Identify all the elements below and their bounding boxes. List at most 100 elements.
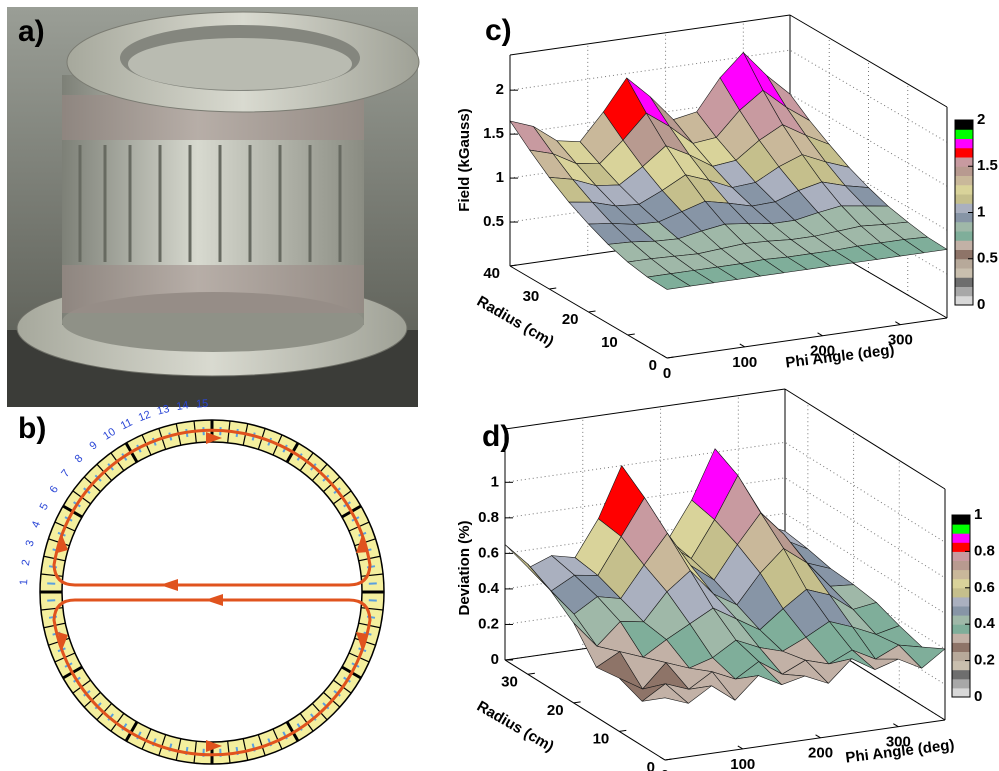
y-tick-label: 10 — [601, 334, 618, 351]
segment-label: 5 — [38, 501, 51, 512]
colorbar-swatch — [955, 138, 973, 149]
z-tick-label: 1 — [491, 473, 499, 490]
segment-label: 12 — [137, 409, 153, 425]
y-axis — [504, 659, 666, 761]
colorbar-swatch — [955, 175, 973, 186]
surface-cell — [646, 273, 692, 290]
box-edge — [789, 14, 948, 108]
segment-label: 14 — [176, 399, 190, 413]
y-tick-label: 30 — [501, 673, 518, 690]
colorbar-swatch — [955, 184, 973, 195]
tick-mark — [659, 756, 666, 761]
colorbar-swatch — [955, 166, 973, 176]
tick-mark — [573, 701, 581, 704]
colorbar-swatch — [955, 268, 973, 278]
y-tick-label: 10 — [593, 730, 610, 747]
z-axis-title: Deviation (%) — [456, 520, 473, 615]
surface-chart: 00.20.40.60.8101020300100200300d)Deviati… — [456, 388, 996, 771]
segment-divider — [242, 738, 249, 761]
panel-label: b) — [18, 412, 46, 445]
colorbar-swatch — [952, 606, 970, 616]
y-tick-label: 40 — [483, 265, 500, 282]
segment-label: 15 — [196, 398, 209, 411]
y-tick-label: 30 — [523, 288, 540, 305]
z-tick-label: 0 — [491, 651, 499, 668]
x-tick-label: 200 — [808, 745, 833, 762]
z-tick-label: 0.8 — [478, 509, 499, 526]
segment-label: 11 — [119, 416, 135, 432]
x-tick-label: 300 — [886, 734, 911, 751]
tick-mark — [893, 723, 899, 728]
colorbar-swatch — [955, 221, 973, 232]
colorbar-swatch — [955, 286, 973, 297]
segment-divider — [361, 607, 384, 611]
tick-mark — [619, 729, 627, 732]
segment-divider — [40, 607, 63, 611]
box-edge — [504, 388, 786, 430]
colorbar-swatch — [952, 578, 970, 589]
segment-label: 2 — [20, 559, 33, 567]
colorbar-swatch — [952, 596, 970, 607]
arrows — [57, 432, 368, 752]
grid-line — [509, 137, 948, 231]
tick-mark — [666, 356, 675, 359]
z-tick-label: 1.5 — [483, 125, 504, 142]
y-tick-label: 0 — [647, 759, 655, 771]
colorbar-swatch — [952, 587, 970, 598]
segment-divider — [227, 741, 231, 764]
colorbar-swatch — [955, 240, 973, 250]
segment-label: 7 — [59, 467, 72, 479]
colorbar-swatch — [952, 524, 970, 534]
colorbar-tick-label: 0.6 — [974, 579, 995, 596]
colorbar-swatch — [952, 624, 970, 634]
segment-label: 1 — [18, 579, 30, 586]
tick-mark — [664, 758, 673, 761]
colorbar-swatch — [952, 651, 970, 662]
colorbar-swatch — [955, 203, 973, 213]
colorbar-frame — [951, 514, 971, 698]
segment-divider — [272, 728, 283, 750]
tick-mark — [588, 310, 596, 313]
colorbar-swatch — [952, 669, 970, 680]
colorbar-swatch — [955, 295, 973, 306]
colorbar-swatch — [952, 569, 970, 580]
grid-line — [504, 512, 946, 614]
x-tick-label: 0 — [661, 767, 669, 771]
x-tick-label: 0 — [663, 365, 671, 382]
grid-line — [504, 548, 946, 650]
colorbar-swatch — [955, 212, 973, 223]
x-tick-label: 300 — [888, 332, 913, 349]
segment-label: 8 — [73, 453, 86, 466]
x-tick-label: 100 — [730, 756, 755, 771]
colorbar-swatch — [955, 277, 973, 287]
surface-cell — [641, 683, 689, 704]
z-tick-label: 0.6 — [478, 544, 499, 561]
colorbar-swatch — [952, 551, 970, 561]
colorbar-tick-label: 0.8 — [974, 542, 995, 559]
colorbar-tick-label: 0 — [974, 688, 982, 705]
tick-mark — [739, 343, 746, 348]
colorbar-swatch — [955, 231, 973, 241]
z-tick-label: 2 — [496, 81, 504, 98]
colorbar-tick-label: 0 — [977, 296, 985, 313]
segment-divider — [141, 728, 152, 750]
segment-divider — [158, 734, 167, 756]
z-axis-title: Field (kGauss) — [456, 108, 473, 211]
colorbar-swatch — [955, 120, 973, 130]
colorbar-swatch — [952, 615, 970, 625]
segment-divider — [40, 573, 63, 577]
colorbar-swatch — [952, 687, 970, 698]
colorbar-tick-label: 1 — [977, 203, 985, 220]
segment-label: 4 — [30, 520, 43, 530]
segment-label: 10 — [101, 426, 118, 443]
x-axis-title: Phi Angle (deg) — [785, 341, 896, 371]
colorbar-swatch — [952, 633, 970, 643]
segment-divider — [175, 738, 182, 761]
tick-mark — [895, 321, 901, 326]
z-tick-label: 0.4 — [478, 580, 500, 597]
segment-label: 3 — [24, 539, 37, 548]
